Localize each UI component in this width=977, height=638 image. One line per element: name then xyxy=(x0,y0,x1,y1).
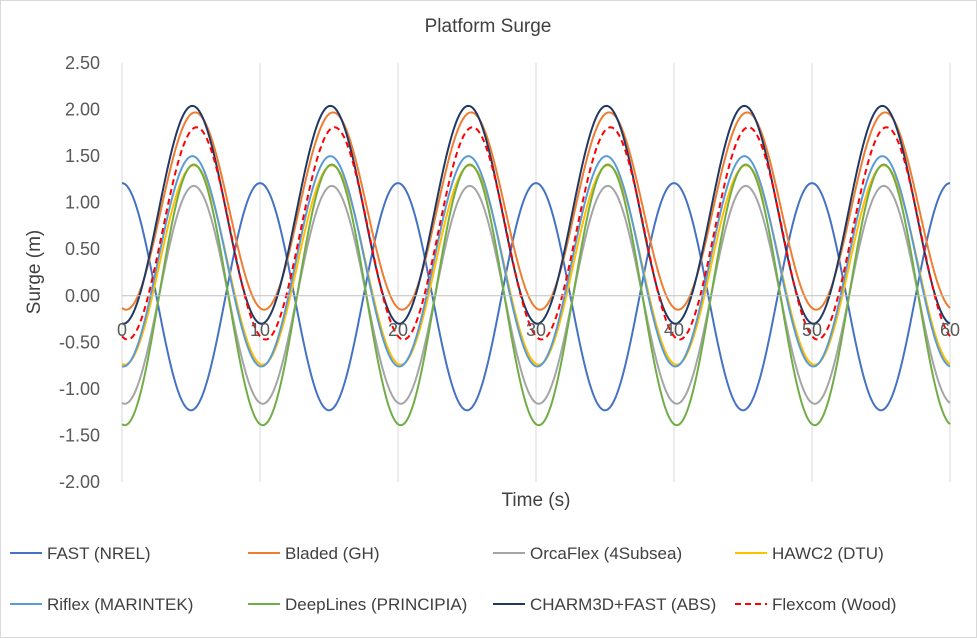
x-tick-label: 50 xyxy=(802,320,822,340)
y-tick-label: 2.50 xyxy=(65,53,100,73)
y-axis-title: Surge (m) xyxy=(24,230,45,314)
y-tick-label: -1.50 xyxy=(59,425,100,445)
grid-lines xyxy=(121,63,951,482)
series-line-6 xyxy=(121,104,951,325)
x-tick-label: 40 xyxy=(664,320,684,340)
series-line-2 xyxy=(121,184,951,405)
legend-label: Flexcom (Wood) xyxy=(772,595,896,614)
y-tick-label: -1.00 xyxy=(59,379,100,399)
x-tick-label: 60 xyxy=(940,320,960,340)
legend-label: DeepLines (PRINCIPIA) xyxy=(285,595,467,614)
y-tick-label: 1.00 xyxy=(65,193,100,213)
series-lines xyxy=(121,104,951,427)
series-line-5 xyxy=(121,163,951,427)
y-tick-labels: 2.50 2.00 1.50 1.00 0.50 0.00 -0.50 -1.00 -1.50 -… xyxy=(59,53,100,492)
x-tick-labels: 0 10 20 30 40 50 60 xyxy=(117,320,960,340)
series-line-3 xyxy=(121,164,951,366)
y-tick-label: -0.50 xyxy=(59,332,100,352)
chart-title: Platform Surge xyxy=(425,16,552,37)
series-line-7 xyxy=(121,126,951,341)
legend-label: FAST (NREL) xyxy=(47,544,151,563)
legend-label: OrcaFlex (4Subsea) xyxy=(530,544,682,563)
y-tick-label: 2.00 xyxy=(65,100,100,120)
y-tick-label: 0.00 xyxy=(65,286,100,306)
x-tick-label: 10 xyxy=(250,320,270,340)
series-line-0 xyxy=(121,182,951,412)
x-tick-label: 20 xyxy=(388,320,408,340)
legend-label: HAWC2 (DTU) xyxy=(772,544,884,563)
y-tick-label: 1.50 xyxy=(65,146,100,166)
y-tick-label: -2.00 xyxy=(59,472,100,492)
y-tick-label: 0.50 xyxy=(65,239,100,259)
legend-label: Riflex (MARINTEK) xyxy=(47,595,193,614)
x-tick-label: 30 xyxy=(526,320,546,340)
legend-label: CHARM3D+FAST (ABS) xyxy=(530,595,716,614)
x-tick-label: 0 xyxy=(117,320,127,340)
series-line-4 xyxy=(121,155,951,368)
series-line-1 xyxy=(121,111,951,311)
legend: FAST (NREL) Bladed (GH) OrcaFlex (4Subsea)… xyxy=(10,544,896,614)
x-axis-title: Time (s) xyxy=(502,490,571,511)
legend-label: Bladed (GH) xyxy=(285,544,379,563)
